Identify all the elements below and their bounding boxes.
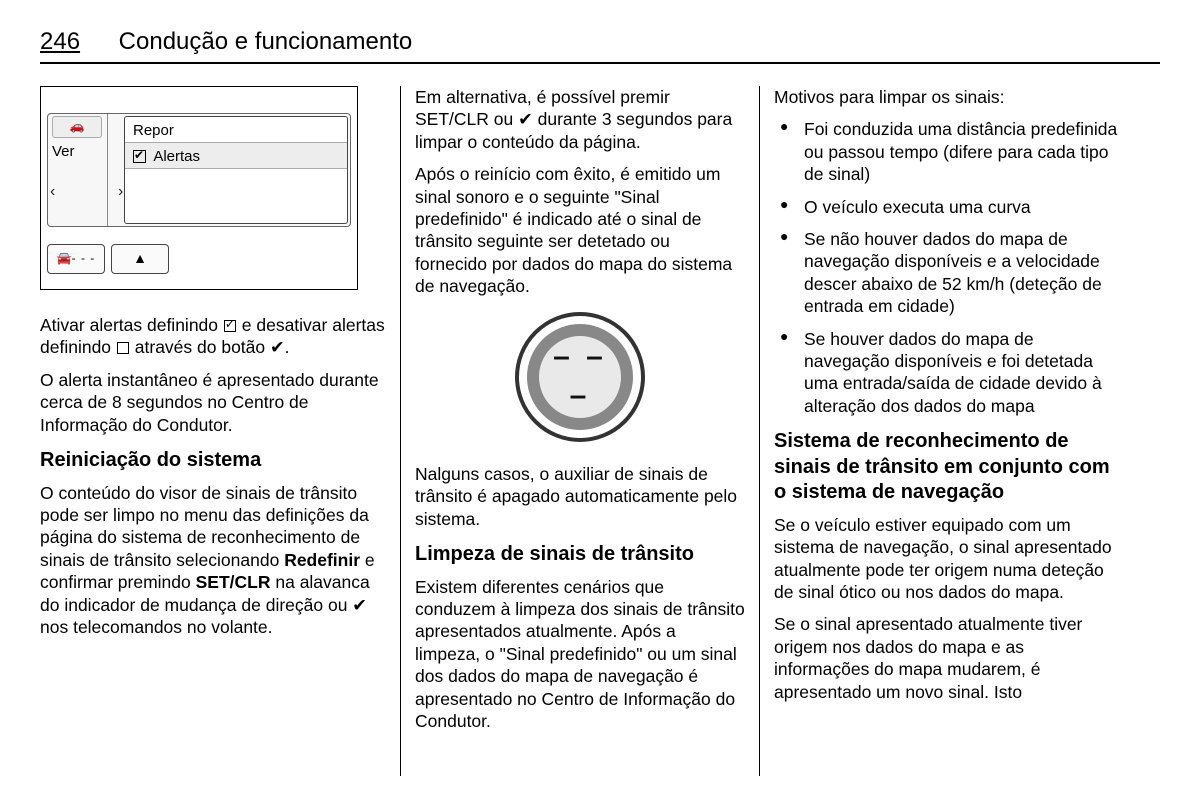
tab-label: Ver: [52, 142, 75, 161]
column-3: Motivos para limpar os sinais: Foi condu…: [760, 86, 1120, 776]
checkbox-checked-icon: [224, 320, 236, 332]
page-number: 246: [40, 28, 112, 56]
reasons-list: Foi conduzida uma distância predefinida …: [774, 118, 1120, 417]
car-icon: 🚗: [52, 116, 102, 138]
col1-para-3: O conteúdo do visor de sinais de trânsit…: [40, 482, 386, 639]
display-tab-strip: 🚗 Ver: [48, 114, 108, 226]
sign-face: – – –: [527, 324, 633, 430]
col2-heading: Limpeza de sinais de trânsito: [415, 542, 745, 568]
col3-heading: Sistema de reconhecimento de sinais de t…: [774, 429, 1120, 506]
column-2: Em alternativa, é possível premir SET/CL…: [400, 86, 760, 776]
col1-para-1: Ativar alertas definindo e desativar ale…: [40, 314, 386, 359]
checkbox-icon: [133, 150, 146, 163]
list-item: Se não houver dados do mapa de navegação…: [774, 228, 1120, 318]
col2-para-4: Existem diferentes cenários que conduzem…: [415, 576, 745, 733]
list-item: Se houver dados do mapa de navegação dis…: [774, 328, 1120, 418]
bottom-cone-icon: ▲: [111, 244, 169, 274]
column-1: 🚗 Ver ‹ › Repor Alertas 🚘- - -: [40, 86, 400, 776]
header-line: 246 Condução e funcionamento: [40, 28, 412, 55]
columns: 🚗 Ver ‹ › Repor Alertas 🚘- - -: [40, 86, 1160, 776]
display-bottom-row: 🚘- - - ▲: [47, 239, 351, 279]
col3-intro: Motivos para limpar os sinais:: [774, 86, 1120, 108]
text: através do botão ✔.: [130, 337, 290, 357]
panel-title: Repor: [125, 117, 347, 143]
panel-item-row: Alertas: [125, 143, 347, 169]
default-sign-figure: – – –: [415, 312, 745, 447]
chapter-title: Condução e funcionamento: [119, 28, 413, 55]
page-header: 246 Condução e funcionamento: [40, 28, 1160, 64]
bold-setclr: SET/CLR: [196, 572, 271, 592]
col2-para-2: Após o reinício com êxito, é emitido um …: [415, 163, 745, 297]
list-item: Foi conduzida uma distância predefinida …: [774, 118, 1120, 185]
chevron-right-icon: ›: [118, 182, 123, 202]
chevron-left-icon: ‹: [50, 182, 55, 202]
bold-redefinir: Redefinir: [284, 550, 360, 570]
text: Ativar alertas definindo: [40, 315, 223, 335]
display-popup-panel: Repor Alertas: [124, 116, 348, 224]
bottom-car-icon: 🚘- - -: [47, 244, 105, 274]
sign-outer-ring: – – –: [515, 312, 645, 442]
col1-para-2: O alerta instantâneo é apresentado duran…: [40, 369, 386, 436]
col3-para-3: Se o sinal apresentado atualmente tiver …: [774, 613, 1120, 703]
sign-dashes: – – –: [539, 338, 621, 415]
col2-para-1: Em alternativa, é possível premir SET/CL…: [415, 86, 745, 153]
list-item: O veículo executa uma curva: [774, 196, 1120, 218]
panel-item-label: Alertas: [153, 148, 200, 165]
manual-page: 246 Condução e funcionamento 🚗 Ver ‹ › R…: [0, 0, 1200, 806]
driver-info-display-figure: 🚗 Ver ‹ › Repor Alertas 🚘- - -: [40, 86, 358, 290]
col1-heading: Reiniciação do sistema: [40, 448, 386, 474]
col2-para-3: Nalguns casos, o auxiliar de sinais de t…: [415, 463, 745, 530]
col3-para-2: Se o veículo estiver equipado com um sis…: [774, 514, 1120, 604]
checkbox-unchecked-icon: [117, 342, 129, 354]
display-top-panel: 🚗 Ver ‹ › Repor Alertas: [47, 113, 351, 227]
